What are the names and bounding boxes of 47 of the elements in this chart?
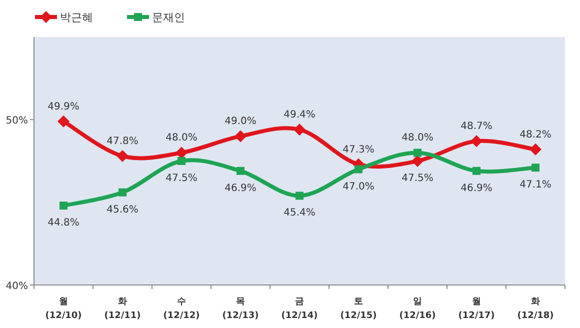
y-tick-label: 50% xyxy=(6,116,28,127)
point xyxy=(236,166,244,175)
x-tick-label: 금 (12/14) xyxy=(281,297,318,321)
x-tick-label: 토 (12/15) xyxy=(340,297,377,321)
point xyxy=(234,130,246,142)
data-label: 49.4% xyxy=(284,110,316,121)
data-label: 49.9% xyxy=(48,101,80,112)
data-label: 45.6% xyxy=(106,204,138,216)
point xyxy=(60,202,68,210)
x-tick-label: 수 (12/12) xyxy=(163,297,200,321)
x-tick-label: 화 (12/18) xyxy=(517,297,554,321)
data-label: 48.0% xyxy=(402,132,434,144)
point xyxy=(470,135,482,148)
data-label: 46.9% xyxy=(224,182,256,194)
x-tick-label: 일 (12/16) xyxy=(399,297,436,321)
x-tick-label: 목 (12/13) xyxy=(222,297,259,321)
data-label: 47.1% xyxy=(520,180,552,191)
point xyxy=(118,188,126,196)
point xyxy=(354,165,362,174)
point xyxy=(178,157,186,165)
data-label: 44.8% xyxy=(48,218,80,229)
point xyxy=(532,164,540,172)
point xyxy=(412,155,424,167)
y-tick-label: 40% xyxy=(6,281,28,292)
point xyxy=(530,143,542,156)
point xyxy=(472,166,480,175)
point xyxy=(296,192,304,200)
legend-label: 박근혜 xyxy=(60,11,93,24)
point xyxy=(58,115,70,128)
data-label: 47.0% xyxy=(342,181,374,192)
data-label: 47.3% xyxy=(342,144,374,156)
data-label: 48.2% xyxy=(520,129,552,140)
x-tick-label: 월 (12/10) xyxy=(45,297,82,321)
data-label: 45.4% xyxy=(284,208,316,219)
data-label: 46.9% xyxy=(460,182,492,194)
point xyxy=(116,150,128,162)
x-tick-label: 화 (12/11) xyxy=(104,297,141,321)
legend-label: 문재인 xyxy=(152,11,185,24)
point xyxy=(294,124,306,136)
data-label: 47.8% xyxy=(106,136,138,148)
data-label: 48.7% xyxy=(460,121,492,132)
data-label: 47.5% xyxy=(402,173,434,184)
x-tick-label: 월 (12/17) xyxy=(458,297,495,321)
data-label: 49.0% xyxy=(224,116,256,128)
point xyxy=(414,148,422,157)
data-label: 47.5% xyxy=(166,173,198,184)
data-label: 48.0% xyxy=(166,132,198,144)
